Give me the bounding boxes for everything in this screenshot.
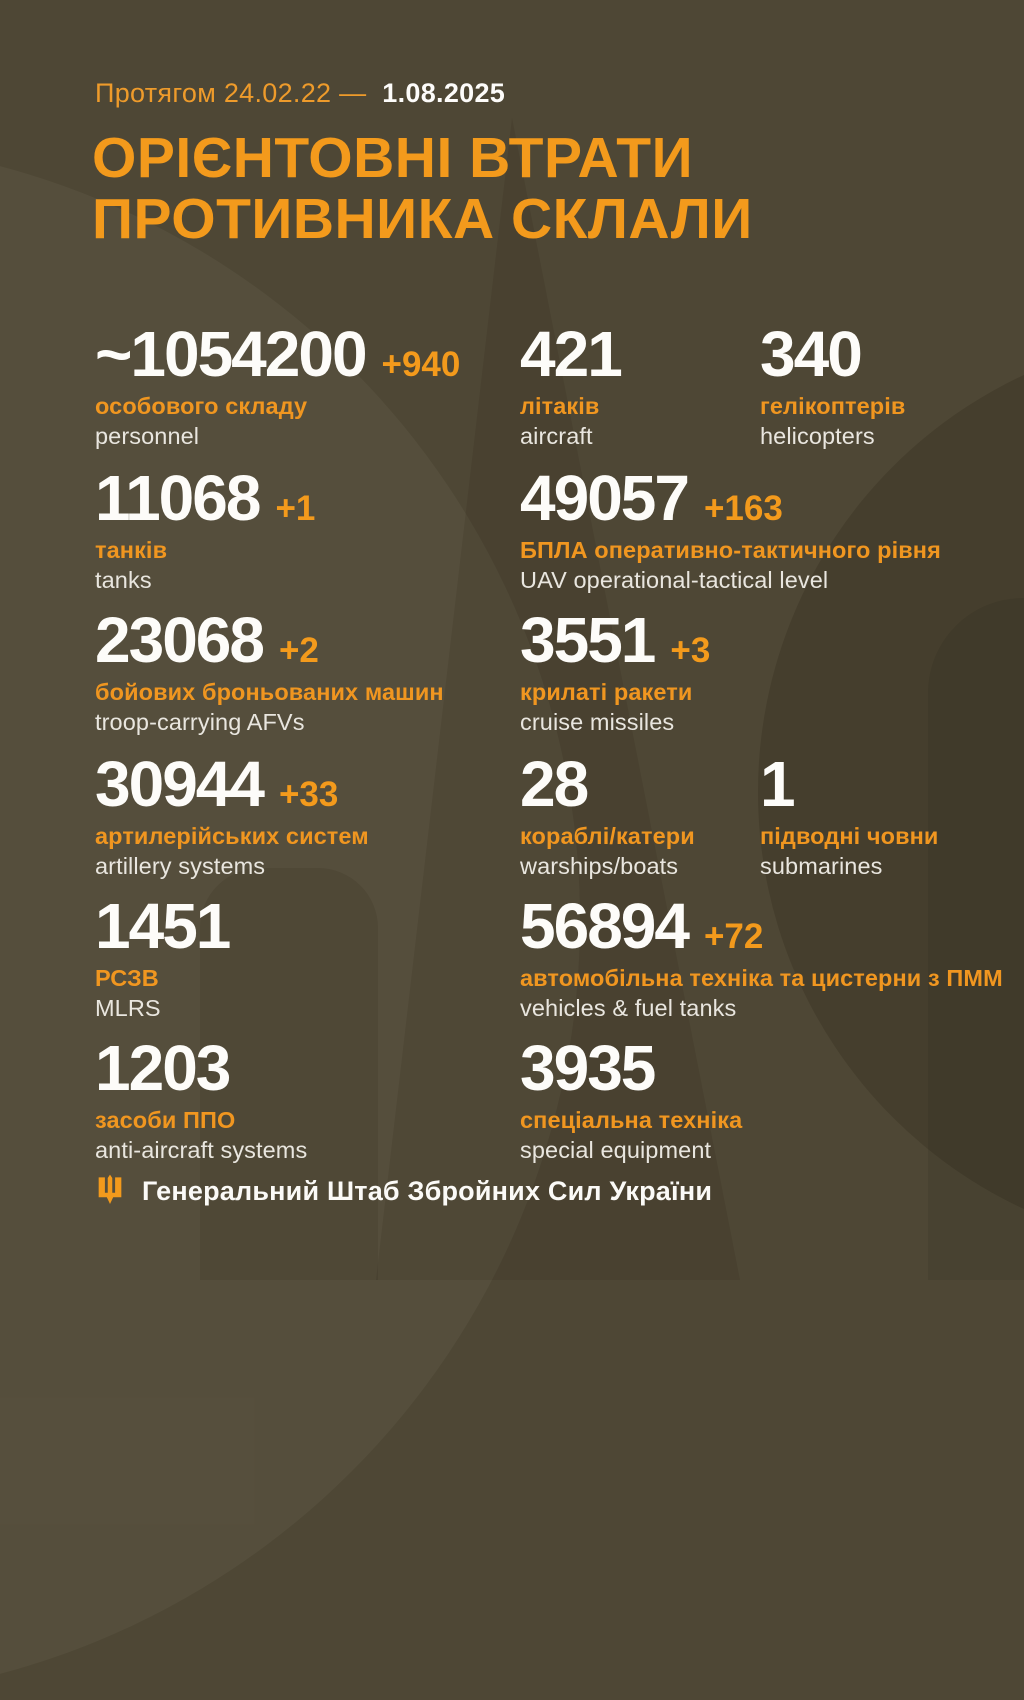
stat-vehicles-number: 56894 <box>520 890 690 962</box>
period-date: 1.08.2025 <box>382 78 506 108</box>
stat-artillery: 30944 +33 артилерійських систем artiller… <box>95 752 369 880</box>
stat-warships-number: 28 <box>520 748 589 820</box>
footer-org-name: Генеральний Штаб Збройних Сил України <box>142 1175 713 1206</box>
stat-personnel-number: ~1054200 <box>95 318 368 390</box>
stat-anti-aircraft-number: 1203 <box>95 1032 231 1104</box>
stat-afv: 23068 +2 бойових броньованих машин troop… <box>95 608 444 736</box>
stat-anti-aircraft-label-en: anti-aircraft systems <box>95 1137 308 1163</box>
stat-aircraft-label-ua: літаків <box>520 393 600 419</box>
stat-submarines-label-ua: підводні човни <box>760 823 939 849</box>
stat-vehicles-delta: +72 <box>703 917 764 956</box>
stat-vehicles-label-en: vehicles & fuel tanks <box>520 995 737 1021</box>
stat-personnel-label-en: personnel <box>95 423 200 449</box>
stat-artillery-delta: +33 <box>278 775 339 814</box>
stat-cruise-missiles-label-ua: крилаті ракети <box>520 679 693 705</box>
stat-afv-number: 23068 <box>95 604 265 676</box>
stat-tanks-delta: +1 <box>275 489 316 528</box>
stat-aircraft-number: 421 <box>520 318 623 390</box>
stat-warships-label-ua: кораблі/катери <box>520 823 695 849</box>
stat-anti-aircraft: 1203 засоби ППО anti-aircraft systems <box>95 1036 307 1164</box>
stat-warships: 28 кораблі/катери warships/boats <box>520 752 695 880</box>
stat-uav-label-ua: БПЛА оперативно-тактичного рівня <box>520 537 941 563</box>
page-title-line1: ОРІЄНТОВНІ ВТРАТИ <box>92 126 694 190</box>
stat-afv-label-en: troop-carrying AFVs <box>95 709 305 735</box>
stat-warships-label-en: warships/boats <box>520 853 679 879</box>
stat-submarines-number: 1 <box>760 748 796 820</box>
stat-helicopters-label-ua: гелікоптерів <box>760 393 906 419</box>
stat-artillery-number: 30944 <box>95 748 265 820</box>
stat-tanks-number: 11068 <box>95 462 261 534</box>
stat-mlrs-label-ua: РСЗВ <box>95 965 159 991</box>
stat-artillery-label-ua: артилерійських систем <box>95 823 369 849</box>
period-prefix: Протягом 24.02.22 — <box>95 78 367 108</box>
stat-uav: 49057 +163 БПЛА оперативно-тактичного рі… <box>520 466 941 594</box>
stat-helicopters-label-en: helicopters <box>760 423 875 449</box>
stat-cruise-missiles-label-en: cruise missiles <box>520 709 675 735</box>
stat-mlrs-label-en: MLRS <box>95 995 161 1021</box>
stat-special-equipment-label-ua: спеціальна техніка <box>520 1107 743 1133</box>
stat-special-equipment: 3935 спеціальна техніка special equipmen… <box>520 1036 742 1164</box>
page-title-line2: ПРОТИВНИКА СКЛАЛИ <box>92 187 753 251</box>
stat-mlrs: 1451 РСЗВ MLRS <box>95 890 231 1022</box>
stat-tanks: 11068 +1 танків tanks <box>95 466 315 594</box>
stat-aircraft-label-en: aircraft <box>520 423 593 449</box>
stat-special-equipment-number: 3935 <box>520 1032 656 1104</box>
stat-vehicles: 56894 +72 автомобільна техніка та цистер… <box>520 894 1003 1022</box>
stat-uav-label-en: UAV operational-tactical level <box>520 567 829 593</box>
stat-cruise-missiles-number: 3551 <box>520 604 656 676</box>
stat-helicopters-number: 340 <box>760 318 863 390</box>
stat-personnel: ~1054200 +940 особового складу personnel <box>95 322 460 450</box>
stat-uav-number: 49057 <box>520 462 690 534</box>
stat-afv-label-ua: бойових броньованих машин <box>95 679 444 705</box>
page-title: ОРІЄНТОВНІ ВТРАТИ ПРОТИВНИКА СКЛАЛИ <box>92 128 753 250</box>
stat-afv-delta: +2 <box>278 631 319 670</box>
stat-cruise-missiles: 3551 +3 крилаті ракети cruise missiles <box>520 608 710 736</box>
stat-anti-aircraft-label-ua: засоби ППО <box>95 1107 236 1133</box>
stat-artillery-label-en: artillery systems <box>95 853 266 879</box>
footer: Генеральний Штаб Збройних Сил України <box>95 1174 712 1208</box>
stat-cruise-missiles-delta: +3 <box>670 631 711 670</box>
stat-submarines: 1 підводні човни submarines <box>760 752 938 880</box>
stat-personnel-label-ua: особового складу <box>95 393 308 419</box>
tryzub-trident-icon <box>98 1174 122 1205</box>
period-line: Протягом 24.02.22 — 1.08.2025 <box>95 78 505 109</box>
stat-aircraft: 421 літаків aircraft <box>520 318 623 450</box>
stat-mlrs-number: 1451 <box>95 890 231 962</box>
stat-tanks-label-en: tanks <box>95 567 152 593</box>
stat-uav-delta: +163 <box>703 489 783 528</box>
stat-helicopters: 340 гелікоптерів helicopters <box>760 322 905 450</box>
infographic-enemy-losses: { "header": { "period_prefix": "Протягом… <box>92 78 1003 1208</box>
stat-personnel-delta: +940 <box>381 345 461 384</box>
stat-vehicles-label-ua: автомобільна техніка та цистерни з ПММ <box>520 965 1003 991</box>
stat-special-equipment-label-en: special equipment <box>520 1137 712 1163</box>
stat-submarines-label-en: submarines <box>760 853 883 879</box>
stat-tanks-label-ua: танків <box>95 537 168 563</box>
